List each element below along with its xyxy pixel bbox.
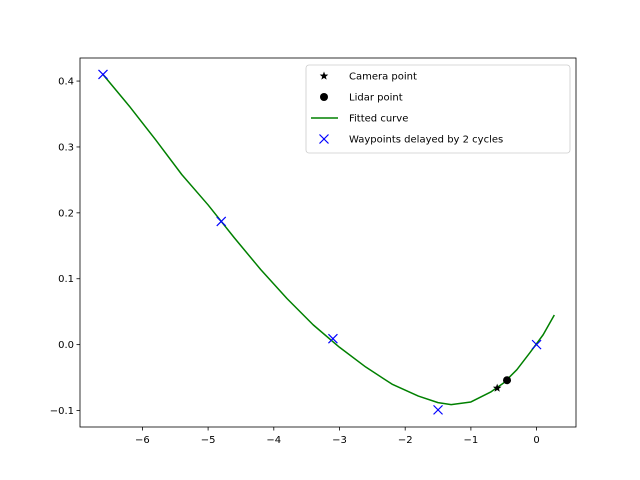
- plot-area: [98, 69, 555, 415]
- data-point-lidar-point-0: [503, 376, 512, 385]
- legend-swatch-waypoints-delayed-by-2-cycles-stroke-b: [319, 134, 329, 144]
- x-tick-label-1: −5: [201, 435, 216, 446]
- legend-label-camera-point: Camera point: [349, 72, 417, 83]
- x-tick-label-2: −4: [266, 435, 281, 446]
- axes: −6 −5 −4 −3 −2 −1 0 −0.1 0.0 0.1 0.2 0.3 0.4: [50, 57, 577, 446]
- data-point-camera-point-0: [492, 383, 502, 392]
- x-tick-label-3: −3: [332, 435, 347, 446]
- legend-swatch-camera-point: [319, 71, 329, 80]
- y-tick-label-1: 0.0: [58, 340, 74, 351]
- x-tick-label-5: −1: [464, 435, 479, 446]
- legend-swatch-waypoints-delayed-by-2-cycles: [319, 134, 329, 144]
- data-point-waypoints-delayed-by-2-cycles-3: [433, 404, 443, 415]
- y-tick-label-0: −0.1: [50, 406, 74, 417]
- x-tick-label-6: 0: [533, 435, 539, 446]
- y-tick-label-5: 0.4: [58, 77, 74, 88]
- legend: Camera point Lidar point Fitted curve Waypo…: [305, 64, 571, 154]
- legend-label-lidar-point: Lidar point: [349, 93, 403, 104]
- data-point-waypoints-delayed-by-2-cycles-2-stroke-b: [328, 333, 338, 344]
- series-line-fitted-curve: [102, 73, 555, 406]
- data-point-waypoints-delayed-by-2-cycles-0-stroke-b: [98, 69, 108, 80]
- data-point-waypoints-delayed-by-2-cycles-4: [531, 339, 542, 350]
- axes-frame: [79, 57, 577, 428]
- data-point-waypoints-delayed-by-2-cycles-0: [98, 69, 108, 80]
- data-point-waypoints-delayed-by-2-cycles-2: [328, 333, 338, 344]
- y-tick-label-2: 0.1: [58, 274, 74, 285]
- x-tick-label-0: −6: [135, 435, 150, 446]
- legend-label-fitted-curve: Fitted curve: [349, 114, 408, 125]
- y-tick-label-3: 0.2: [58, 208, 74, 219]
- y-tick-label-4: 0.3: [58, 142, 74, 153]
- data-point-waypoints-delayed-by-2-cycles-1-stroke-b: [216, 216, 227, 227]
- data-point-waypoints-delayed-by-2-cycles-3-stroke-b: [433, 404, 443, 415]
- legend-label-waypoints-delayed-by-2-cycles: Waypoints delayed by 2 cycles: [349, 135, 503, 146]
- legend-box: [305, 64, 571, 154]
- data-point-waypoints-delayed-by-2-cycles-1: [216, 216, 227, 227]
- x-tick-label-4: −2: [398, 435, 413, 446]
- data-point-waypoints-delayed-by-2-cycles-4-stroke-b: [531, 339, 542, 350]
- legend-swatch-lidar-point: [320, 93, 328, 101]
